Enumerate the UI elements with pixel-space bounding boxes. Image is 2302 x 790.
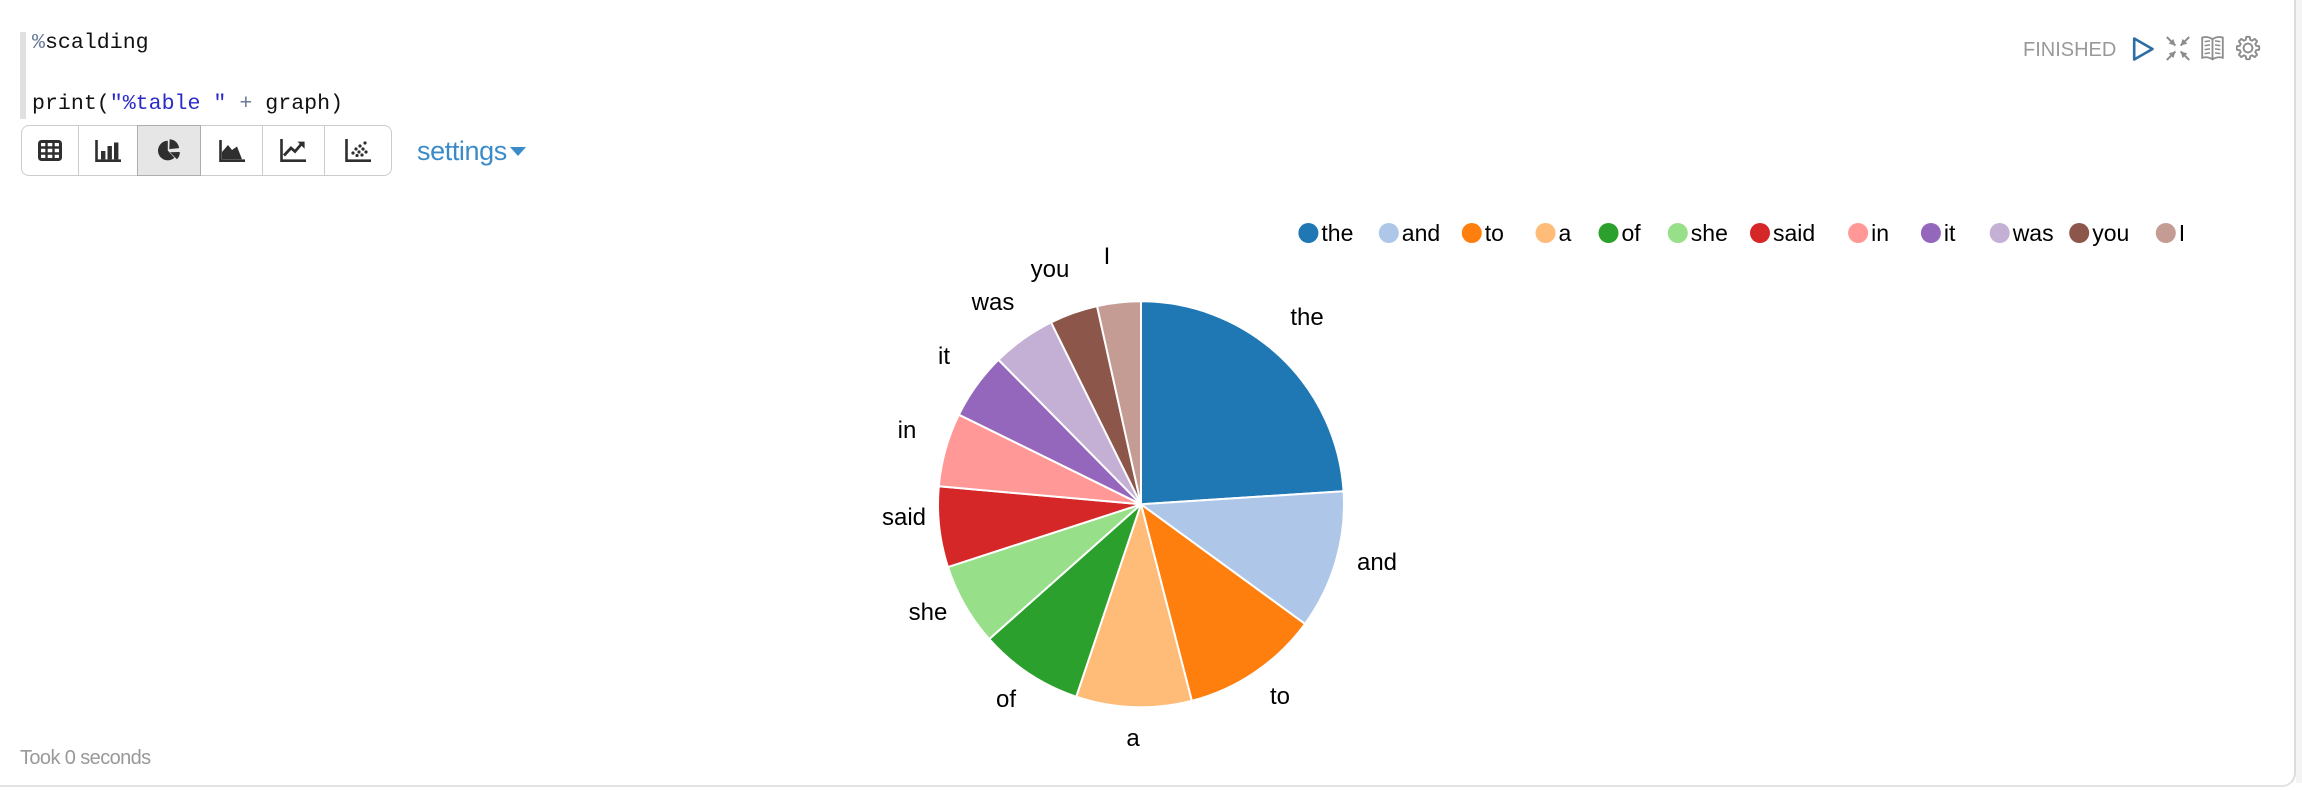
- svg-text:said: said: [1773, 220, 1815, 246]
- svg-text:to: to: [1485, 220, 1504, 246]
- svg-text:I: I: [1104, 243, 1111, 270]
- svg-text:said: said: [882, 504, 926, 531]
- svg-text:you: you: [2092, 220, 2129, 246]
- svg-text:the: the: [1290, 304, 1323, 331]
- svg-text:the: the: [1321, 220, 1353, 246]
- svg-text:it: it: [1944, 220, 1956, 246]
- svg-text:she: she: [1691, 220, 1728, 246]
- svg-text:it: it: [938, 343, 950, 370]
- svg-text:was: was: [2012, 220, 2054, 246]
- svg-text:I: I: [2179, 220, 2185, 246]
- svg-text:a: a: [1559, 220, 1572, 246]
- svg-text:to: to: [1270, 683, 1290, 710]
- svg-text:was: was: [971, 289, 1015, 316]
- svg-text:and: and: [1357, 549, 1397, 576]
- svg-text:of: of: [1622, 220, 1642, 246]
- svg-text:she: she: [909, 599, 948, 626]
- svg-text:and: and: [1402, 220, 1440, 246]
- svg-text:a: a: [1126, 725, 1140, 752]
- svg-text:in: in: [1871, 220, 1889, 246]
- svg-text:in: in: [898, 417, 917, 444]
- svg-text:you: you: [1031, 256, 1070, 283]
- svg-text:of: of: [996, 686, 1016, 713]
